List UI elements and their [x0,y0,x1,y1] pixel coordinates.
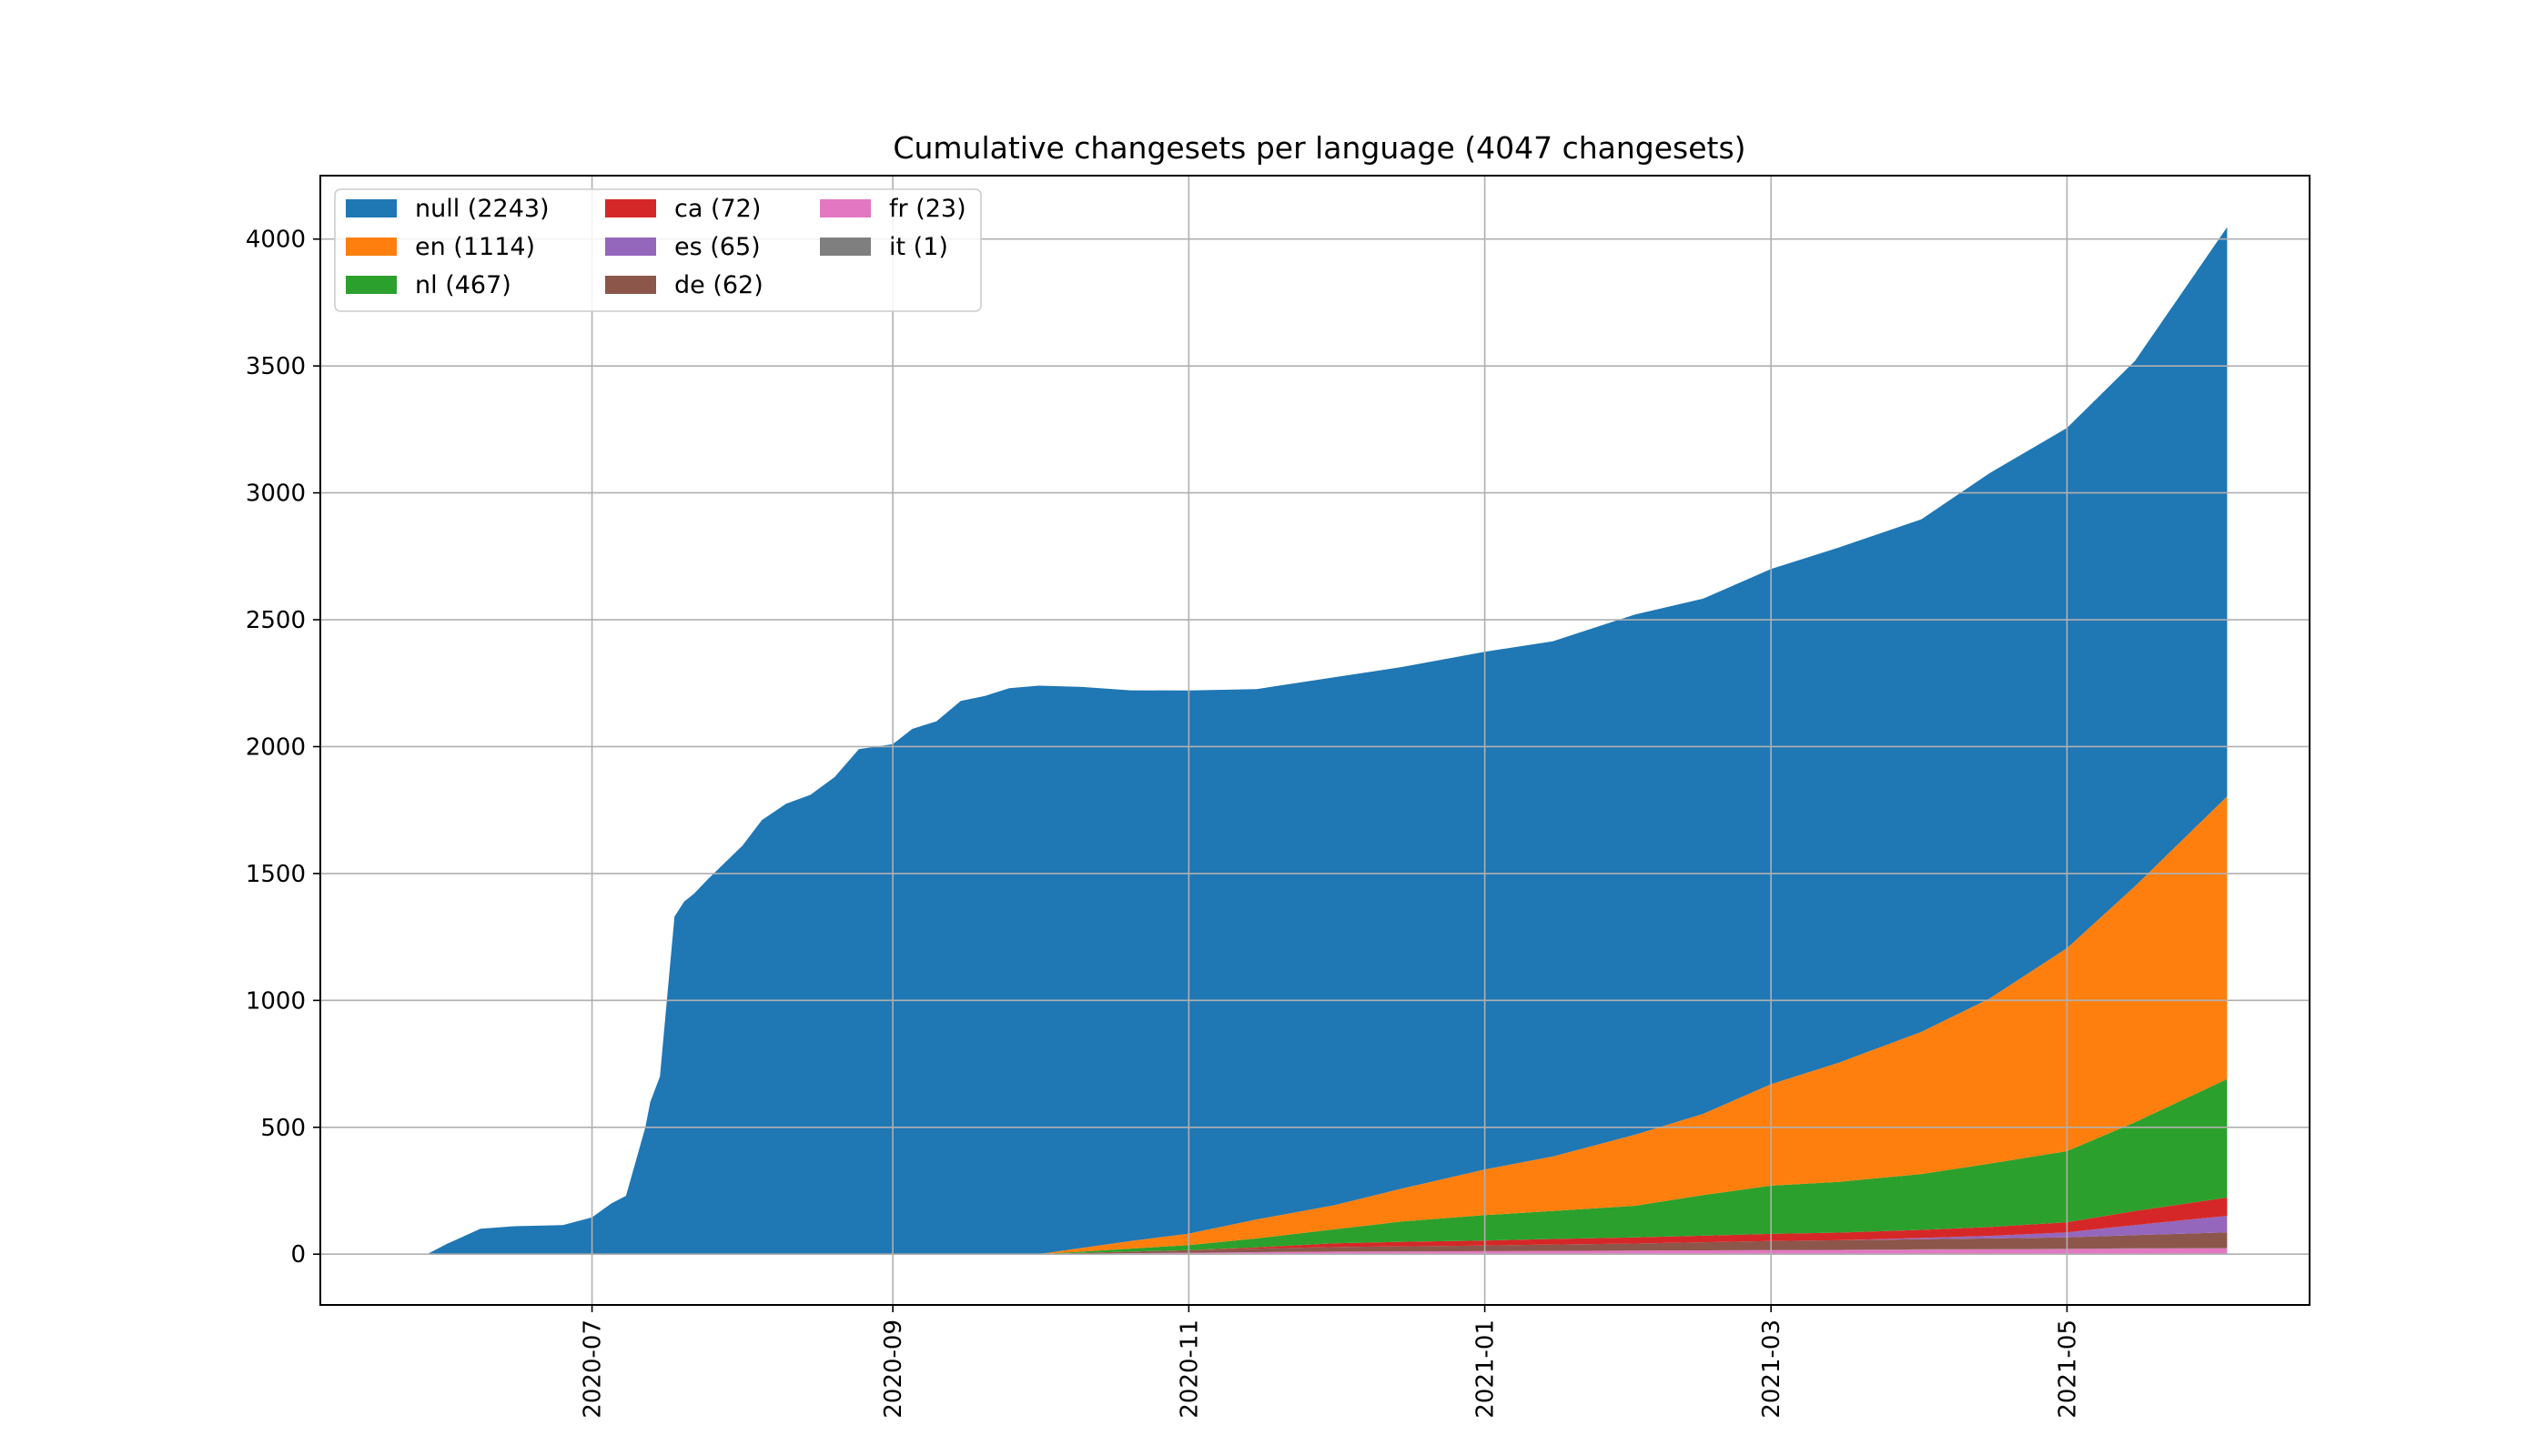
legend-swatch-0 [346,199,397,217]
area-series-0 [427,1248,2228,1255]
legend: null (2243) en (1114) nl (467) ca (72) es (6… [334,188,982,312]
y-tick-label-5: 2500 [246,607,306,634]
legend-label-3: ca (72) [674,195,761,223]
legend-frame [334,188,982,312]
area-series-7 [427,227,2228,1255]
area-series-4 [427,1198,2228,1255]
legend-label-7: it (1) [889,233,948,261]
legend-label-5: de (62) [674,271,763,299]
legend-swatch-3 [605,199,656,217]
legend-swatch-7 [820,238,871,256]
x-tick-label-3: 2021-01 [1472,1320,1500,1419]
y-tick-label-3: 1500 [246,861,306,888]
x-axis: 2020-07 2020-09 2020-11 2021-01 2021-03 2021-… [580,1305,2081,1419]
y-tick-label-4: 2000 [246,733,306,761]
legend-swatch-6 [820,199,871,217]
area-series-5 [427,1078,2228,1255]
chart-title: Cumulative changesets per language (4047… [893,130,1745,166]
y-tick-label-8: 4000 [246,227,306,254]
y-tick-label-7: 3500 [246,353,306,380]
y-tick-label-6: 3000 [246,480,306,508]
legend-swatch-1 [346,238,397,256]
legend-label-0: null (2243) [415,195,550,223]
x-tick-label-2: 2020-11 [1176,1320,1203,1419]
x-tick-label-0: 2020-07 [580,1320,607,1419]
x-tick-label-4: 2021-03 [1758,1320,1785,1419]
area-series-6 [427,796,2228,1255]
legend-label-2: nl (467) [415,271,511,299]
x-tick-label-5: 2021-05 [2054,1320,2081,1419]
y-axis: 0 500 1000 1500 2000 2500 3000 3500 4000 [246,227,320,1269]
plot-frame [319,175,2310,1306]
y-tick-label-1: 500 [260,1115,306,1142]
legend-swatch-2 [346,276,397,294]
legend-swatch-4 [605,238,656,256]
legend-swatch-5 [605,276,656,294]
y-tick-label-2: 1000 [246,987,306,1015]
legend-label-4: es (65) [674,233,761,261]
legend-label-1: en (1114) [415,233,535,261]
x-tick-label-1: 2020-09 [880,1320,907,1419]
legend-label-6: fr (23) [889,195,966,223]
y-tick-label-0: 0 [290,1241,306,1269]
area-series-2 [427,1232,2228,1255]
area-layers [427,227,2228,1255]
